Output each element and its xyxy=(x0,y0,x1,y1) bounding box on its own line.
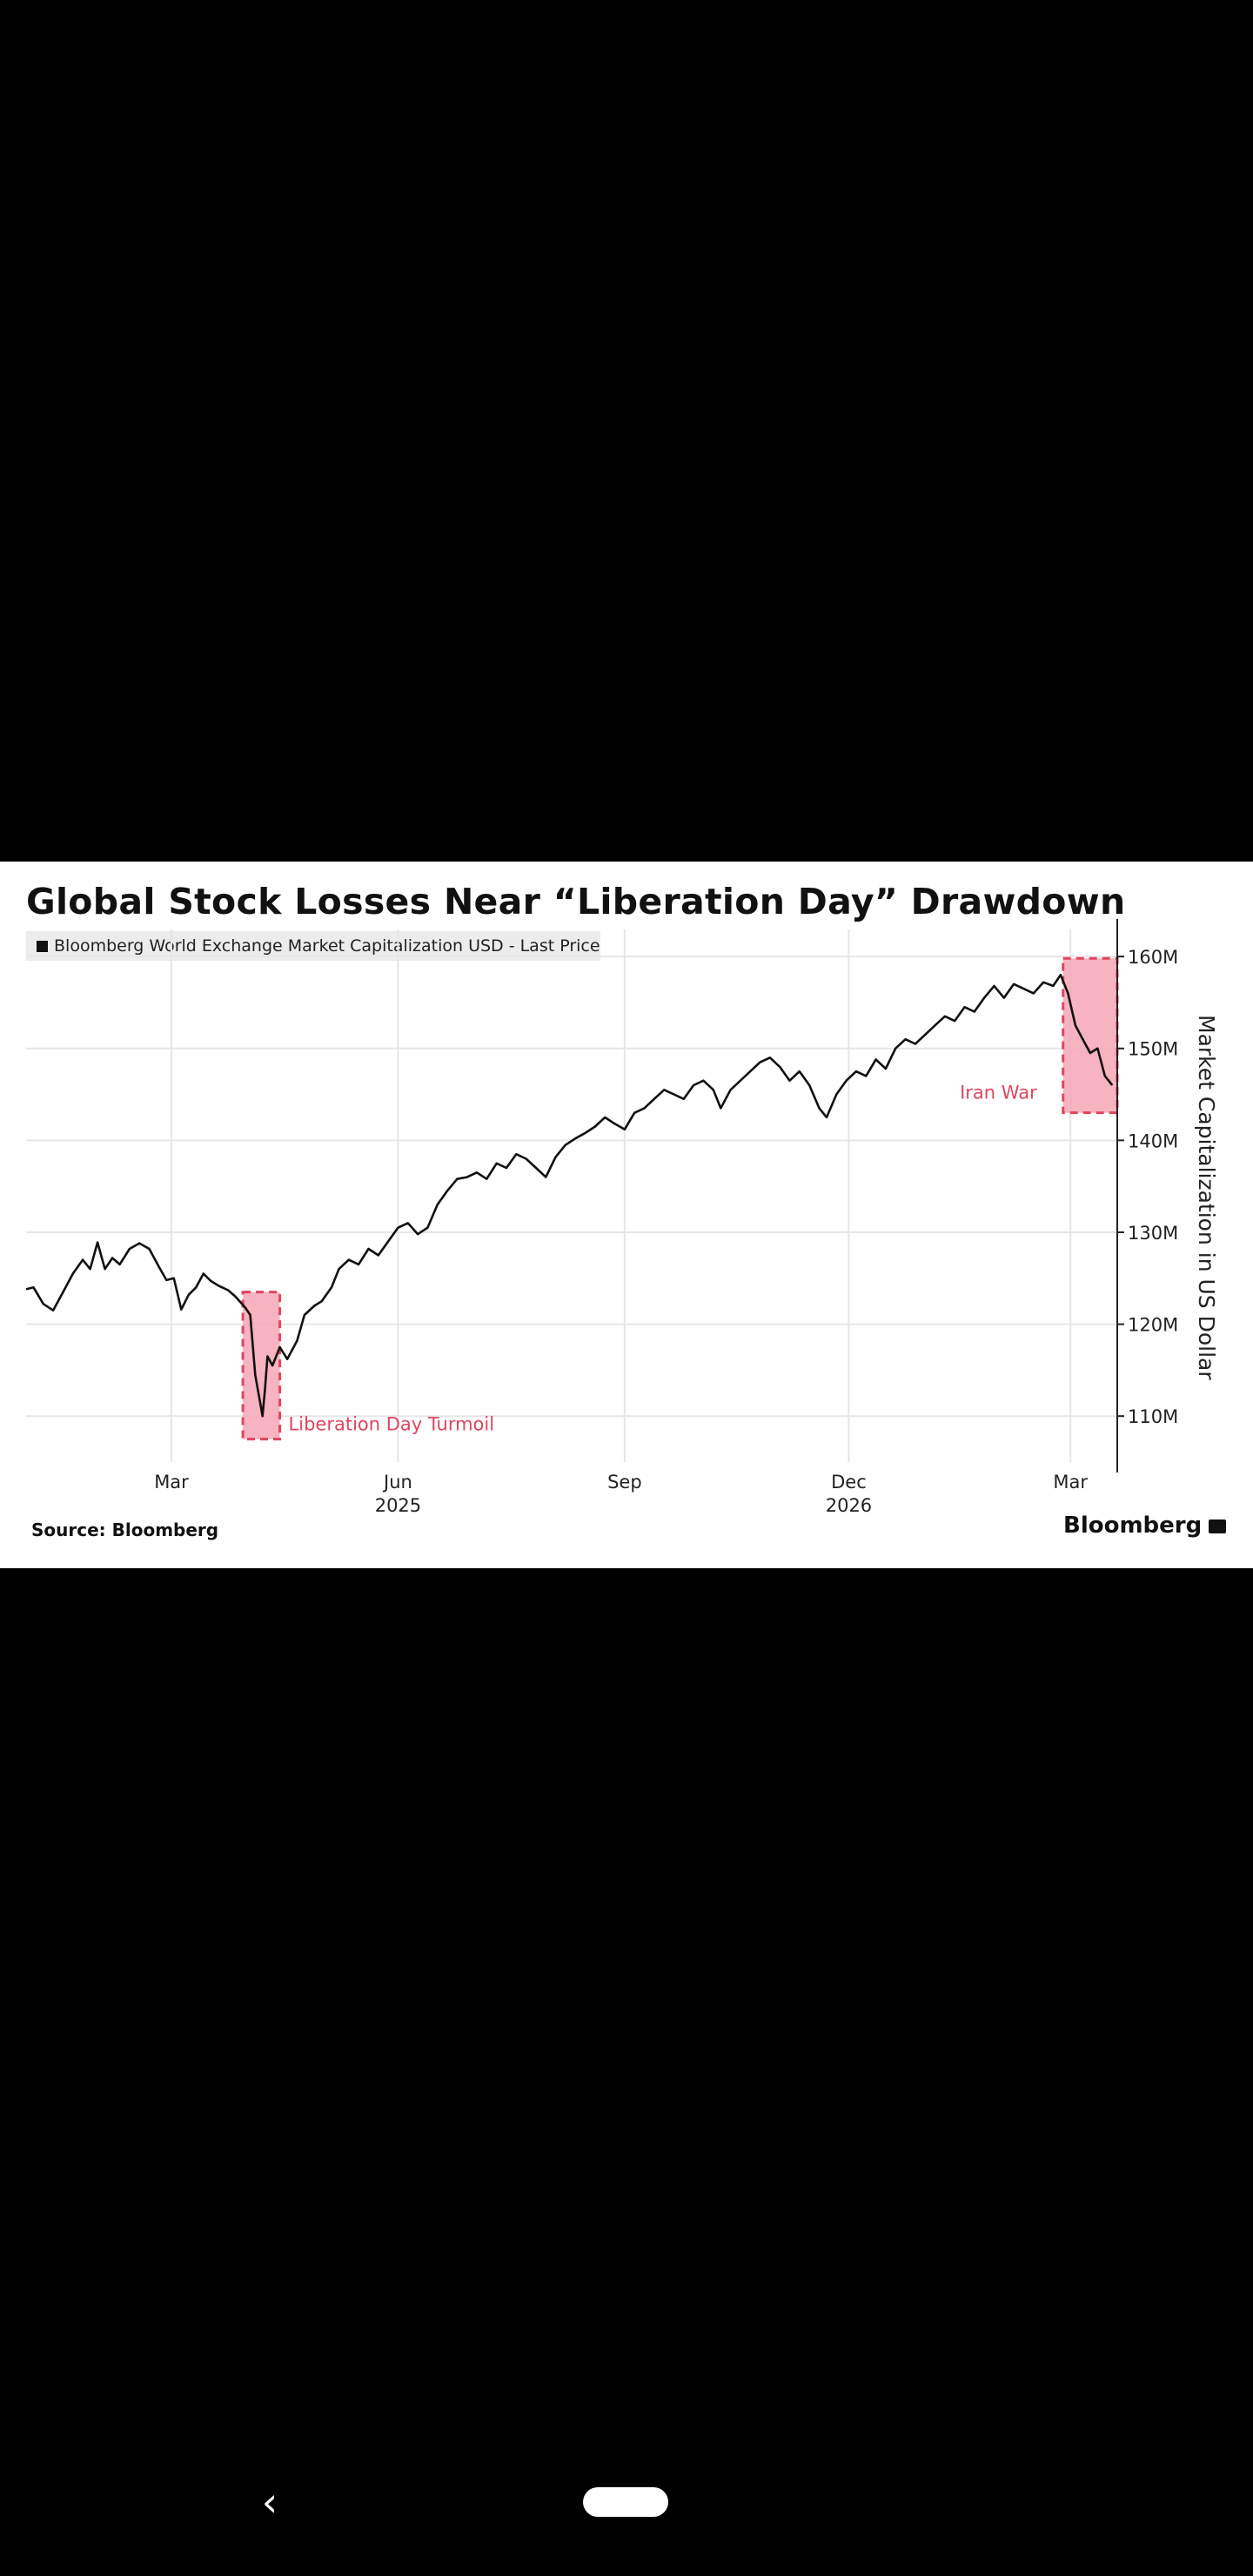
series-layer xyxy=(25,973,1114,1418)
x-tick-label: Sep xyxy=(607,1472,642,1493)
y-tick-label: 160M xyxy=(1128,947,1178,968)
x-tick-year-label: 2026 xyxy=(826,1495,872,1516)
y-tick-label: 110M xyxy=(1128,1406,1178,1427)
annotation-layer: Liberation Day Turmoil Iran War xyxy=(241,956,1119,1441)
iran-war-annotation-label: Iran War xyxy=(960,1083,1037,1104)
x-tick-label: Dec xyxy=(831,1472,867,1493)
y-tick-label: 140M xyxy=(1128,1130,1178,1151)
y-tick-label: 120M xyxy=(1128,1315,1178,1336)
home-pill-button[interactable] xyxy=(583,2487,668,2517)
brand-text: Bloomberg xyxy=(1063,1513,1203,1539)
x-tick-label: Mar xyxy=(154,1472,189,1493)
source-note: Source: Bloomberg xyxy=(31,1519,219,1540)
x-tick-year-label: 2025 xyxy=(375,1495,421,1516)
legend-swatch xyxy=(37,941,48,952)
grid-layer xyxy=(26,929,1117,1462)
back-chevron-icon[interactable]: ‹ xyxy=(261,2479,278,2526)
x-tick-label: Mar xyxy=(1053,1472,1088,1493)
chart-card: Global Stock Losses Near “Liberation Day… xyxy=(0,862,1253,1568)
liberation-day-annotation-label: Liberation Day Turmoil xyxy=(289,1414,495,1435)
terminal-icon xyxy=(1209,1519,1227,1533)
x-tick-label: Jun xyxy=(382,1472,412,1493)
y-tick-label: 150M xyxy=(1128,1039,1178,1060)
bloomberg-logo: Bloomberg xyxy=(1063,1513,1227,1539)
legend-label: Bloomberg World Exchange Market Capitali… xyxy=(54,936,600,956)
iran-war-annotation-box xyxy=(1062,956,1119,1115)
chart-title: Global Stock Losses Near “Liberation Day… xyxy=(26,881,1126,922)
y-tick-label: 130M xyxy=(1128,1223,1178,1244)
y-axis-label: Market Capitalization in US Dollar xyxy=(1194,1015,1219,1380)
series-line xyxy=(25,973,1114,1418)
